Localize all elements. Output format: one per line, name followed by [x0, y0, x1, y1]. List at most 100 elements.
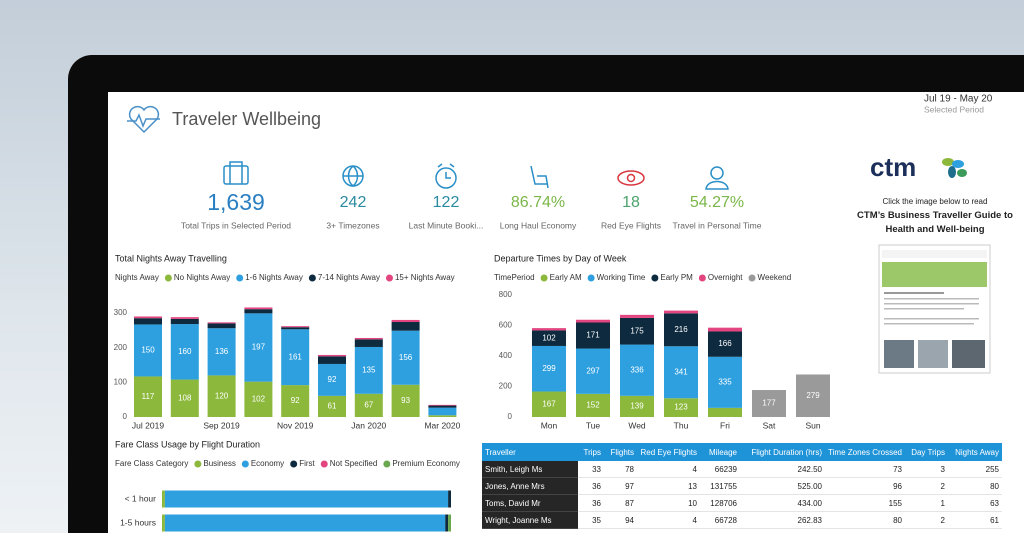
legend-swatch: [236, 274, 244, 282]
legend-title: Nights Away: [115, 273, 159, 282]
table-cell: 128706: [700, 494, 740, 512]
table: Traveller Trips Flights Red Eye Flights Mile…: [482, 443, 1002, 529]
column-header[interactable]: Traveller: [482, 443, 578, 461]
header-icon: [127, 105, 160, 134]
data-label: 102: [252, 394, 266, 403]
bar-segment: [207, 375, 236, 417]
guide-title[interactable]: CTM’s Business Traveller Guide to Health…: [857, 210, 1013, 235]
table-cell: Wright, Joanne Ms: [482, 511, 578, 529]
bar-segment: [448, 490, 451, 508]
bar-segment: [576, 348, 610, 394]
data-label: 336: [630, 365, 644, 374]
y-tick-label: 600: [499, 321, 513, 330]
bar-segment: [428, 415, 457, 417]
chart-title: Departure Times by Day of Week: [494, 253, 627, 263]
bar-segment: [391, 384, 420, 417]
x-tick-label: Tue: [586, 420, 601, 430]
column-header[interactable]: Day Trips: [905, 443, 948, 461]
table-cell: 2: [905, 511, 948, 529]
bar-segment: [170, 318, 199, 325]
bar-segment: [281, 329, 310, 386]
table-row: Smith, Leigh Ms 33 78 4 66239 242.50 73 3 255: [482, 461, 1002, 478]
data-label: 197: [252, 343, 266, 352]
legend-swatch: [540, 274, 548, 282]
table-cell: 1: [905, 494, 948, 512]
header-row: Traveller Trips Flights Red Eye Flights Mile…: [482, 443, 1002, 461]
kpi-icons: [223, 161, 729, 190]
column-header[interactable]: Flight Duration (hrs): [740, 443, 825, 461]
y-tick-label: 0: [508, 412, 513, 421]
kpi-value: 1,639: [207, 189, 265, 215]
legend-label: Early AM: [550, 273, 582, 282]
bar-segment: [318, 354, 346, 357]
data-label: 120: [215, 391, 229, 400]
bar-segment: [708, 327, 742, 332]
legend-swatch: [194, 460, 202, 468]
legend-swatch: [308, 274, 316, 282]
data-label: 92: [328, 375, 337, 384]
data-label: 160: [178, 347, 192, 356]
bar-segment: [170, 317, 199, 319]
y-tick-label: 100: [114, 377, 128, 386]
data-label: 139: [630, 402, 644, 411]
legend-swatch: [651, 274, 659, 282]
kpi-label: 3+ Timezones: [326, 220, 379, 230]
table-body: Smith, Leigh Ms 33 78 4 66239 242.50 73 3 255 Jon…: [482, 461, 1002, 529]
data-label: 152: [586, 401, 600, 410]
bar-segment: [170, 379, 199, 417]
bar-segment: [532, 330, 566, 346]
bar-segment: [664, 310, 698, 314]
bar-segment: [620, 395, 654, 417]
bar-segment: [664, 398, 698, 417]
column-header[interactable]: Mileage: [700, 443, 740, 461]
legend-swatch: [164, 274, 172, 282]
bar-segment: [532, 328, 566, 331]
table-cell: 36: [578, 477, 604, 495]
bar-segment: [532, 391, 566, 417]
bar-segment: [428, 405, 457, 408]
ctm-logo: ctm: [870, 152, 917, 182]
table-cell: 3: [905, 461, 948, 478]
data-label: 136: [215, 347, 229, 356]
bar-segment: [428, 407, 457, 416]
bar-segment: [620, 344, 654, 396]
bar-segment: [708, 331, 742, 357]
legend-label: First: [299, 459, 315, 468]
bar-segment: [162, 490, 165, 508]
table-cell: Toms, David Mr: [482, 494, 578, 512]
y-tick-label: 200: [114, 343, 128, 352]
legend-label: 15+ Nights Away: [395, 273, 455, 282]
bar-segment: [664, 313, 698, 347]
bar-segment: [708, 356, 742, 408]
bar-segment: [448, 514, 451, 532]
bar-segment: [244, 313, 273, 382]
kpi-value: 18: [622, 194, 640, 211]
kpi-value: 242: [340, 194, 367, 211]
data-label: 279: [806, 391, 820, 400]
kpi-label: Last Minute Booki...: [409, 220, 484, 230]
dashboard-title: Traveler Wellbeing: [172, 109, 321, 129]
x-tick-label: Mar 2020: [424, 420, 460, 430]
bar-segment: [391, 319, 420, 323]
legend-label: Weekend: [758, 273, 792, 282]
data-label: 299: [542, 364, 556, 373]
x-tick-label: Wed: [628, 420, 646, 430]
column-header[interactable]: Trips: [578, 443, 604, 461]
legend-label: Working Time: [597, 273, 646, 282]
bar-segment: [576, 322, 610, 349]
bar-segment: [207, 328, 236, 376]
column-header[interactable]: Red Eye Flights: [637, 443, 700, 461]
column-header[interactable]: Time Zones Crossed: [825, 443, 905, 461]
bar-segment: [170, 324, 199, 380]
kpi-value: 122: [433, 194, 460, 211]
period: Jul 19 - May 20: [924, 94, 993, 105]
legend-label: Overnight: [708, 273, 743, 282]
column-header[interactable]: Flights: [604, 443, 637, 461]
legend-label: No Nights Away: [174, 273, 230, 282]
data-label: 166: [718, 339, 732, 348]
kpi-value: 86.74%: [511, 194, 565, 211]
table-cell: 73: [825, 461, 905, 478]
column-header[interactable]: Nights Away: [948, 443, 1002, 461]
x-tick-label: Jan 2020: [351, 420, 386, 430]
